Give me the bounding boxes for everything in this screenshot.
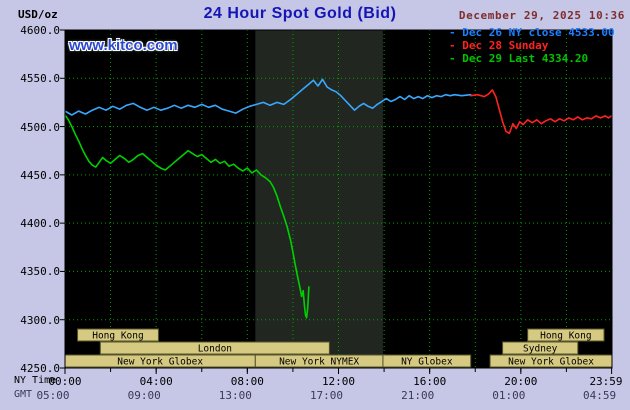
- legend-label: Dec 29 Last 4334.20: [455, 52, 589, 65]
- legend-item: - Dec 26 NY close 4533.00: [449, 26, 615, 39]
- session-box-london: [99, 341, 330, 355]
- legend: - Dec 26 NY close 4533.00- Dec 28 Sunday…: [449, 26, 615, 65]
- session-label: New York Globex: [508, 357, 594, 368]
- nymex-session-band: [255, 30, 383, 368]
- legend-item: - Dec 28 Sunday: [449, 39, 615, 52]
- session-box-hong-kong: [77, 328, 159, 342]
- price-series-dec26: [64, 78, 472, 116]
- session-label: New York NYMEX: [279, 357, 359, 368]
- kitco-link[interactable]: www.kitco.com: [69, 37, 178, 54]
- legend-marker: -: [449, 52, 456, 65]
- session-label: New York Globex: [117, 357, 203, 368]
- datetime-label: December 29, 2025 10:36: [458, 9, 625, 22]
- session-label: Hong Kong: [540, 331, 591, 342]
- legend-item: - Dec 29 Last 4334.20: [449, 52, 615, 65]
- price-series-dec28: [469, 89, 613, 135]
- session-box-hong-kong: [527, 328, 605, 342]
- session-label: Hong Kong: [92, 331, 143, 342]
- legend-label: Dec 26 NY close 4533.00: [455, 26, 615, 39]
- page-title: 24 Hour Spot Gold (Bid): [203, 5, 397, 22]
- session-box-ny-globex: [382, 354, 472, 368]
- price-series-dec29: [64, 114, 310, 319]
- legend-label: Dec 28 Sunday: [455, 39, 549, 52]
- session-box-sydney: [502, 341, 579, 355]
- session-label: NY Globex: [401, 357, 453, 368]
- legend-marker: -: [449, 26, 456, 39]
- session-label: London: [198, 344, 232, 355]
- session-label: Sydney: [523, 344, 558, 355]
- unit-label: USD/oz: [18, 8, 58, 21]
- legend-marker: -: [449, 39, 456, 52]
